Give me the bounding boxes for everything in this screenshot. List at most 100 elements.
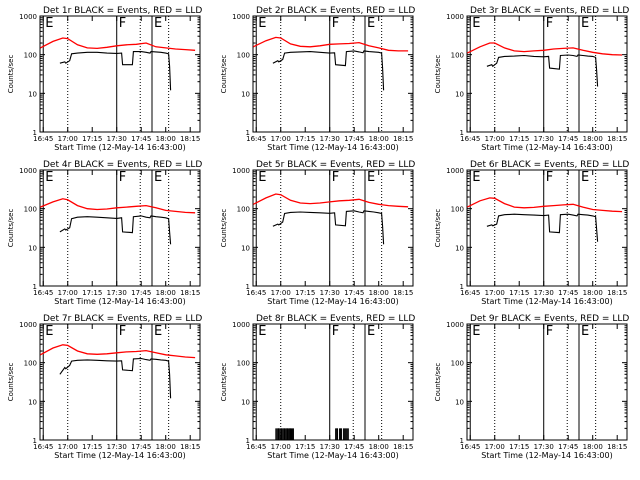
x-tick-label: 17:30 (534, 135, 554, 143)
x-tick-label: 17:15 (295, 135, 315, 143)
y-tick-label: 10 (28, 90, 37, 98)
y-tick-label: 10 (455, 244, 464, 252)
y-tick-label: 1000 (19, 13, 37, 21)
x-tick-label: 18:15 (393, 443, 413, 451)
x-tick-label: 18:00 (369, 443, 389, 451)
y-tick-label: 100 (451, 52, 464, 60)
x-tick-label: 18:00 (583, 443, 603, 451)
x-tick-label: 18:00 (583, 289, 603, 297)
x-tick-label: 17:45 (131, 289, 151, 297)
marker-label: E (154, 324, 162, 339)
y-tick-label: 1 (246, 437, 250, 445)
x-tick-label: 17:45 (558, 289, 578, 297)
x-tick-label: 16:45 (246, 443, 266, 451)
x-tick-label: 17:30 (534, 443, 554, 451)
y-tick-label: 100 (24, 206, 37, 214)
y-tick-label: 1 (460, 283, 464, 291)
series-lld-line (467, 42, 623, 56)
series-lld-line (40, 37, 196, 51)
x-tick-label: 17:45 (344, 289, 364, 297)
marker-label: E (45, 170, 53, 185)
plot-frame (466, 323, 628, 441)
y-tick-label: 100 (237, 206, 250, 214)
y-tick-label: 100 (24, 360, 37, 368)
x-tick-label: 17:45 (344, 443, 364, 451)
marker-label: E (472, 16, 480, 31)
x-tick-label: 18:00 (369, 289, 389, 297)
x-tick-label: 17:00 (271, 289, 291, 297)
x-tick-label: 17:15 (295, 443, 315, 451)
x-axis-label: Start Time (12-May-14 16:43:00) (481, 451, 612, 460)
x-tick-label: 16:45 (460, 443, 480, 451)
y-axis-label: Counts/sec (220, 209, 228, 248)
y-axis-label: Counts/sec (434, 55, 442, 94)
x-tick-label: 17:15 (509, 135, 529, 143)
x-tick-label: 17:45 (131, 443, 151, 451)
plot-frame (39, 15, 201, 133)
marker-label: E (367, 170, 375, 185)
panel-title: Det 5r BLACK = Events, RED = LLD (256, 160, 415, 170)
panel-title: Det 8r BLACK = Events, RED = LLD (256, 314, 415, 324)
marker-label: F (332, 324, 339, 339)
y-tick-label: 1 (33, 129, 37, 137)
y-tick-label: 10 (241, 244, 250, 252)
x-tick-label: 17:00 (58, 289, 78, 297)
marker-label: F (332, 170, 339, 185)
x-axis-label: Start Time (12-May-14 16:43:00) (54, 297, 185, 306)
y-axis-label: Counts/sec (434, 363, 442, 402)
x-tick-label: 17:45 (558, 135, 578, 143)
panel-title: Det 3r BLACK = Events, RED = LLD (470, 6, 629, 16)
y-tick-label: 10 (241, 398, 250, 406)
marker-label: E (472, 170, 480, 185)
marker-label: E (581, 16, 589, 31)
x-tick-label: 18:15 (607, 443, 627, 451)
y-tick-label: 1 (460, 437, 464, 445)
marker-label: E (45, 324, 53, 339)
x-axis-label: Start Time (12-May-14 16:43:00) (481, 143, 612, 152)
marker-label: E (367, 16, 375, 31)
x-tick-label: 17:15 (82, 443, 102, 451)
series-lld-line (253, 36, 409, 52)
x-tick-label: 17:30 (320, 289, 340, 297)
marker-label: E (258, 324, 266, 339)
plot-frame (39, 323, 201, 441)
panel-title: Det 4r BLACK = Events, RED = LLD (43, 160, 202, 170)
y-tick-label: 1000 (446, 167, 464, 175)
x-tick-label: 17:15 (509, 443, 529, 451)
marker-label: F (332, 16, 339, 31)
y-tick-label: 100 (451, 360, 464, 368)
x-tick-label: 17:15 (82, 289, 102, 297)
y-tick-label: 10 (28, 398, 37, 406)
x-tick-label: 18:00 (156, 443, 176, 451)
series-events-line (59, 51, 172, 91)
marker-label: F (546, 170, 553, 185)
y-tick-label: 1 (460, 129, 464, 137)
x-tick-label: 17:15 (295, 289, 315, 297)
marker-label: E (581, 170, 589, 185)
y-axis-label: Counts/sec (7, 363, 15, 402)
x-tick-label: 17:15 (82, 135, 102, 143)
marker-label: E (367, 324, 375, 339)
series-lld-line (467, 197, 623, 213)
x-tick-label: 18:00 (156, 289, 176, 297)
x-tick-label: 17:00 (485, 135, 505, 143)
y-tick-label: 100 (451, 206, 464, 214)
marker-label: F (546, 16, 553, 31)
marker-label: E (154, 16, 162, 31)
x-tick-label: 16:45 (246, 135, 266, 143)
x-tick-label: 17:00 (271, 135, 291, 143)
panel-title: Det 1r BLACK = Events, RED = LLD (43, 6, 202, 16)
x-tick-label: 18:15 (393, 289, 413, 297)
y-tick-label: 100 (237, 52, 250, 60)
y-axis-label: Counts/sec (434, 209, 442, 248)
marker-label: E (258, 170, 266, 185)
series-events-line (486, 213, 599, 242)
y-tick-label: 100 (24, 52, 37, 60)
plot-frame (252, 169, 414, 287)
